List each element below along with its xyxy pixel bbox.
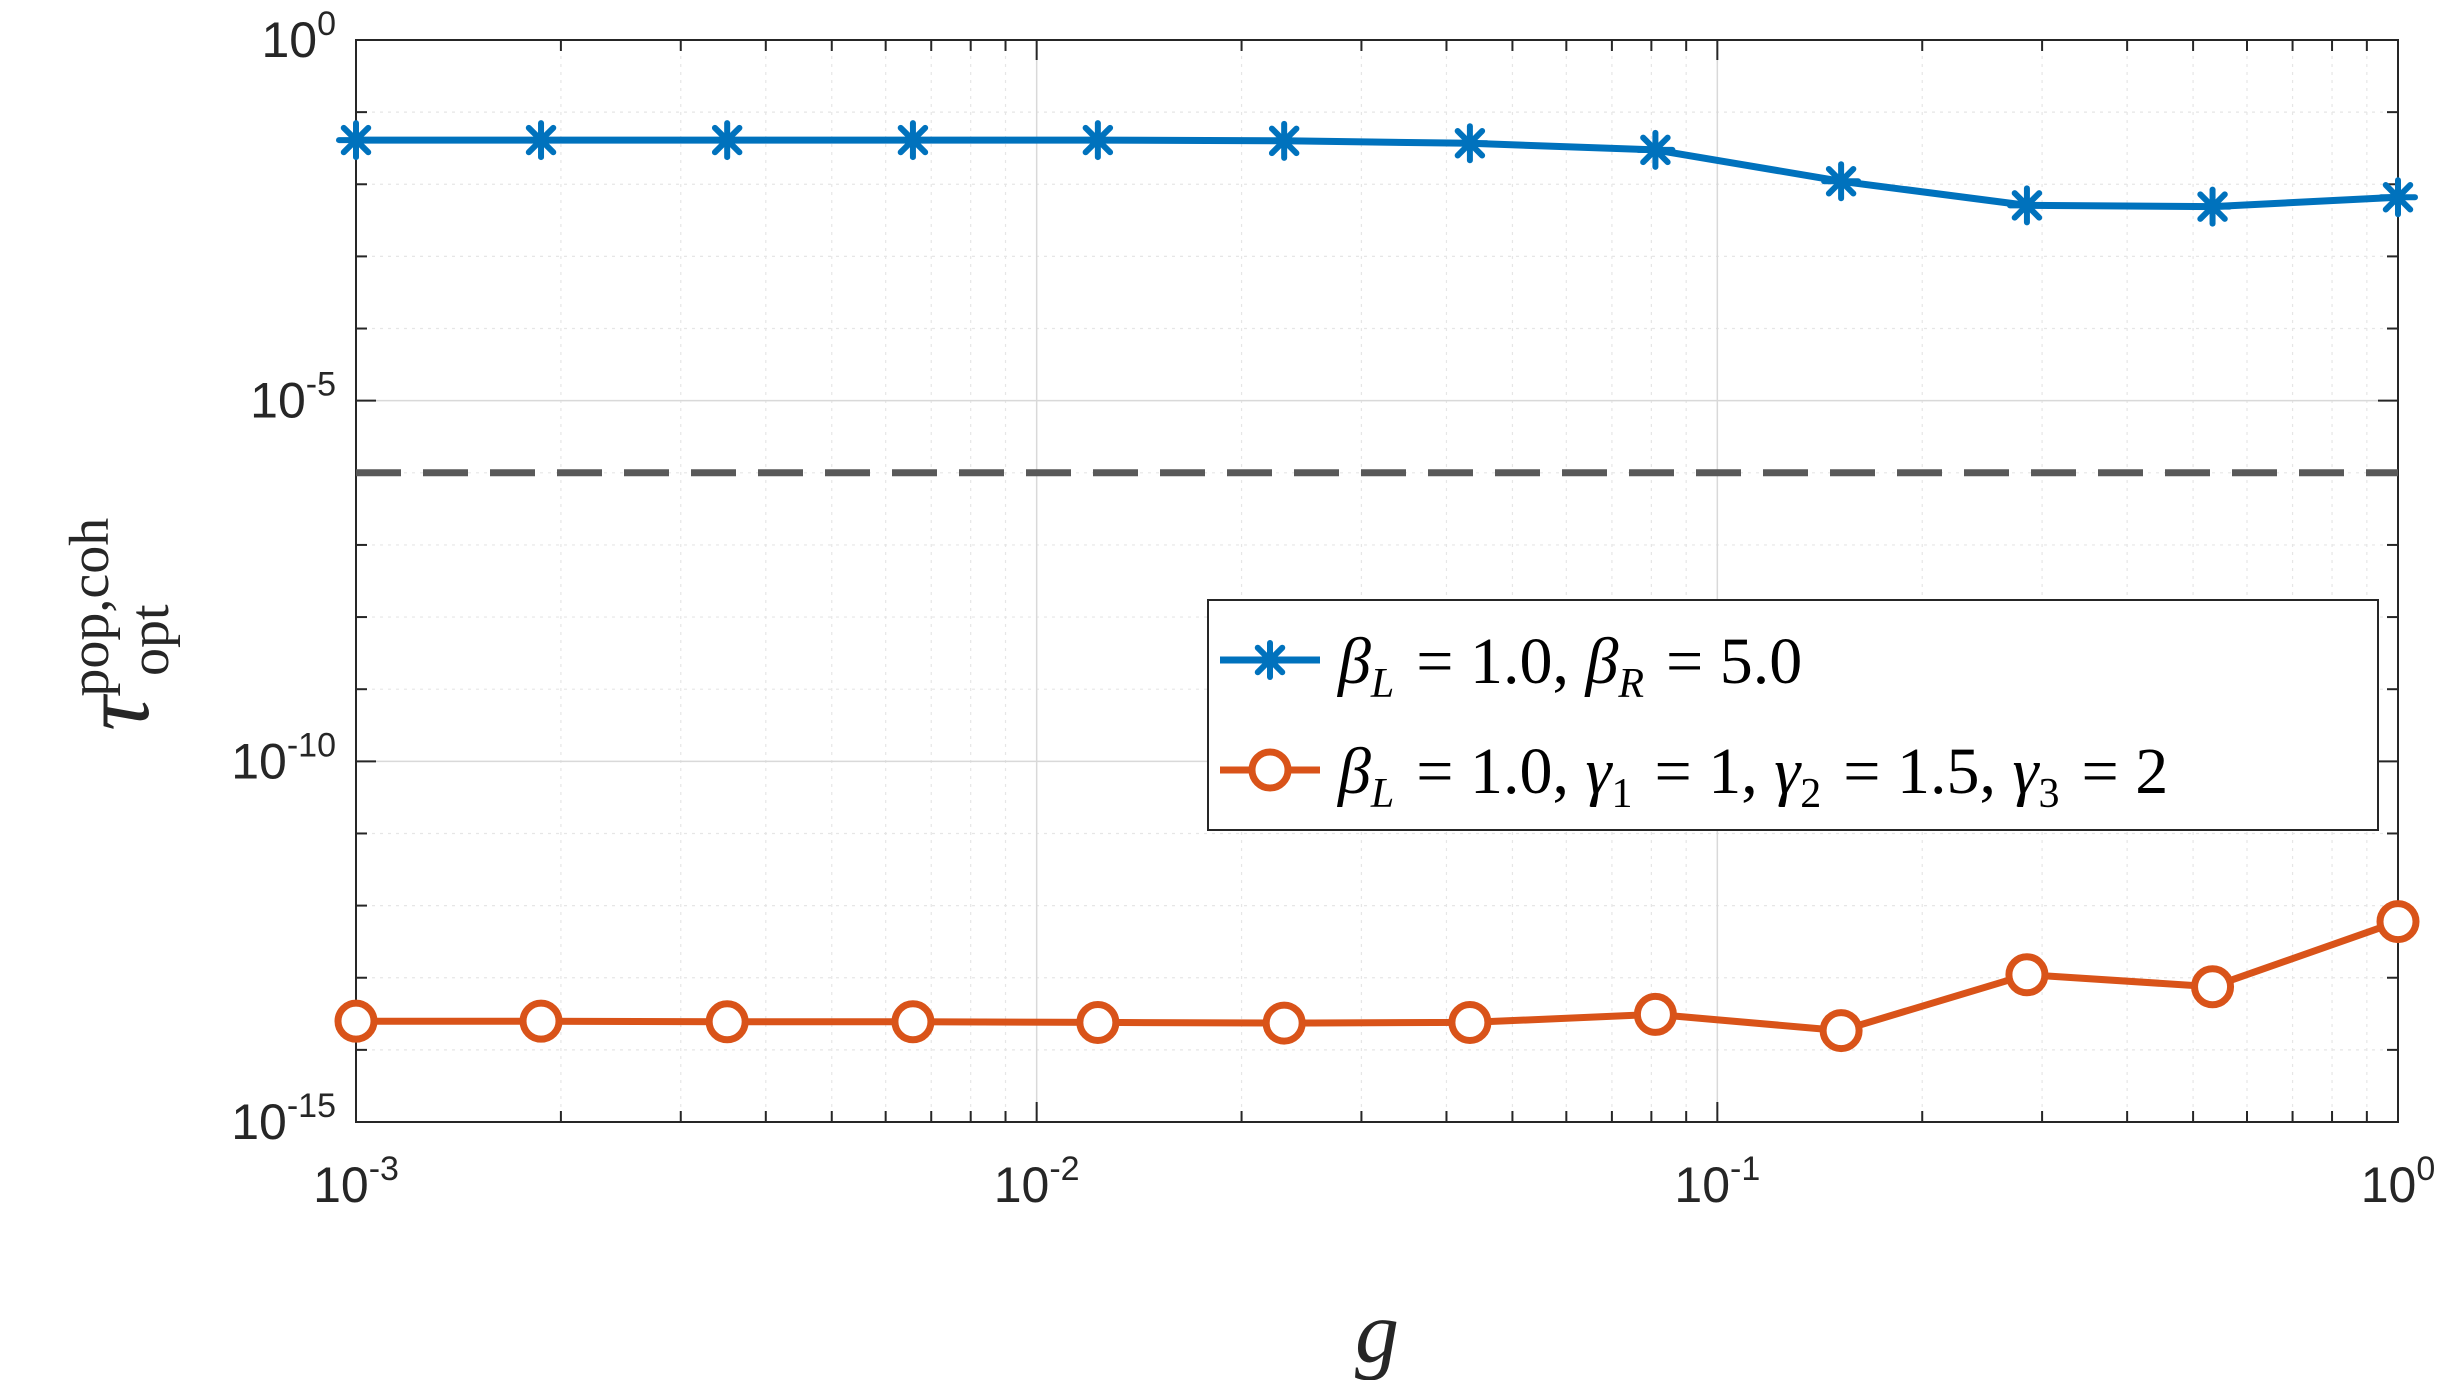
series-line-2 — [356, 918, 2400, 1035]
data-point-2 — [1262, 1001, 1306, 1045]
data-point-1 — [2378, 177, 2418, 218]
legend-label-1: βL = 1.0, βR = 5.0 — [1336, 625, 1802, 707]
data-point-2 — [519, 999, 563, 1043]
data-point-1 — [707, 120, 748, 161]
legend: βL = 1.0, βR = 5.0 βL = 1.0, γ1 = 1, γ2 =… — [1207, 599, 2379, 831]
legend-label-2: βL = 1.0, γ1 = 1, γ2 = 1.5, γ3 = 2 — [1336, 735, 2168, 817]
data-point-2 — [1448, 1000, 1492, 1044]
x-tick-label: 10-2 — [994, 1150, 1080, 1213]
plot-area-frame — [355, 39, 2399, 1123]
y-axis-label: τpop,cohopt — [59, 518, 181, 731]
data-point-1 — [892, 120, 933, 161]
data-point-2 — [891, 1000, 935, 1044]
axis-ticks — [355, 39, 2399, 1123]
data-point-2 — [705, 1000, 749, 1044]
y-tick-label: 10-15 — [231, 1087, 336, 1150]
x-tick-label: 100 — [2361, 1150, 2436, 1213]
data-point-2 — [1819, 1009, 1863, 1053]
data-point-2 — [334, 999, 378, 1043]
data-point-1 — [1635, 129, 1676, 170]
data-point-1 — [1077, 120, 1118, 161]
data-point-1 — [336, 120, 376, 161]
data-point-1 — [2192, 186, 2233, 227]
x-tick-label: 10-3 — [313, 1150, 399, 1213]
data-point-1 — [2006, 185, 2047, 226]
data-point-1 — [521, 120, 562, 161]
data-point-2 — [1633, 992, 1677, 1036]
x-tick-label: 10-1 — [1674, 1150, 1760, 1213]
data-series — [334, 120, 2420, 1053]
y-tick-label: 10-5 — [250, 366, 336, 429]
legend-marker-1 — [1250, 640, 1290, 680]
tick-labels: 10-3 10-2 10-1 100 100 10-5 10-10 10-15 — [231, 5, 2435, 1213]
data-point-1 — [1821, 161, 1862, 202]
data-point-2 — [2191, 965, 2235, 1009]
data-point-1 — [1449, 123, 1490, 164]
data-point-2 — [2005, 953, 2049, 997]
data-point-2 — [2376, 900, 2420, 944]
y-tick-label: 100 — [261, 5, 336, 68]
legend-box — [1207, 599, 2379, 831]
series-line-1 — [356, 136, 2399, 211]
y-tick-label: 10-10 — [231, 726, 336, 789]
x-axis-label: g — [1355, 1285, 1399, 1380]
data-point-1 — [1264, 120, 1305, 161]
legend-marker-2 — [1248, 748, 1292, 792]
data-point-2 — [1076, 1000, 1120, 1044]
